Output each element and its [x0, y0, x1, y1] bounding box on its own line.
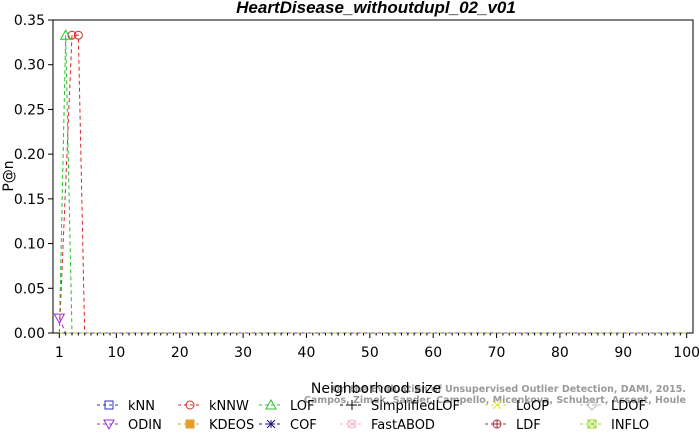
x-tick-label-70: 70	[488, 345, 506, 361]
y-tick-label-0.05: 0.05	[14, 281, 45, 297]
legend-label-knnw: kNNW	[209, 399, 249, 414]
chart-title: HeartDisease_withoutdupl_02_v01	[236, 0, 516, 17]
legend-marker-lof	[265, 398, 277, 410]
legend-marker-loop	[492, 400, 502, 410]
legend-item-kdeos: KDEOS	[178, 418, 254, 433]
legend-marker-knnw	[185, 400, 195, 410]
legend-label-inflo: INFLO	[611, 418, 649, 433]
series-layer	[53, 29, 687, 334]
legend-marker-ldof	[586, 399, 598, 411]
legend-label-simplifiedlof: SimplifiedLOF	[371, 399, 460, 414]
legend-item-knnw: kNNW	[178, 399, 249, 414]
plot-frame	[52, 19, 694, 334]
x-tick-label-1: 1	[55, 345, 64, 361]
legend-label-ldof: LDOF	[611, 399, 646, 414]
legend-marker-cof	[266, 419, 276, 429]
x-tick-label-40: 40	[298, 345, 316, 361]
point-knnw-2	[73, 30, 83, 40]
y-tick-label-0.15: 0.15	[14, 192, 45, 208]
y-tick-label-0.25: 0.25	[14, 102, 45, 118]
legend-label-kdeos: KDEOS	[209, 418, 254, 433]
point-odin-0	[53, 313, 66, 325]
legend-label-lof: LOF	[290, 399, 315, 414]
legend-marker-knn	[104, 400, 114, 410]
legend-label-cof: COF	[290, 418, 317, 433]
x-tick-label-60: 60	[424, 345, 442, 361]
x-tick-label-50: 50	[361, 345, 379, 361]
x-tick-label-80: 80	[551, 345, 569, 361]
watermark-line-2: On the Evaluation of Unsupervised Outlie…	[332, 384, 686, 395]
y-tick-label-0.35: 0.35	[14, 13, 45, 29]
legend: kNN kNNW LOF SimplifiedLOF LoOP LDOF ODIN KDEOS…	[97, 398, 649, 433]
y-axis: 0.00 0.05 0.10 0.15 0.20 0.25 0.30 0.35	[14, 13, 53, 342]
legend-marker-fastabod	[347, 419, 357, 429]
series-line-knnw	[58, 34, 687, 334]
legend-item-ldf: LDF	[485, 418, 541, 433]
legend-label-knn: kNN	[128, 399, 155, 414]
x-tick-label-30: 30	[234, 345, 252, 361]
legend-marker-ldf	[492, 419, 502, 429]
legend-item-cof: COF	[259, 418, 317, 433]
y-tick-label-0.20: 0.20	[14, 147, 45, 163]
x-tick-label-100: 100	[673, 345, 699, 361]
point-lof-1	[59, 29, 72, 40]
x-axis: 1 10 20 30 40 50 60 70 80 90 100	[55, 333, 699, 361]
legend-marker-kdeos	[185, 419, 195, 429]
series-lof	[58, 29, 687, 334]
legend-item-lof: LOF	[259, 398, 315, 414]
series-line-lof	[58, 35, 687, 334]
series-line-odin	[58, 317, 687, 334]
y-axis-label: P@n	[1, 160, 17, 191]
legend-item-ldof: LDOF	[580, 399, 646, 414]
legend-label-odin: ODIN	[128, 418, 162, 433]
x-tick-label-90: 90	[614, 345, 632, 361]
legend-label-loop: LoOP	[516, 399, 549, 414]
legend-item-loop: LoOP	[485, 399, 549, 414]
legend-item-simplifiedlof: SimplifiedLOF	[340, 399, 460, 414]
x-axis-label: Neighborhood size	[311, 381, 441, 397]
x-tick-label-20: 20	[171, 345, 189, 361]
watermark-line-1: Campos, Zimek, Sander, Campello, Micenko…	[304, 395, 686, 406]
legend-label-fastabod: FastABOD	[371, 418, 435, 433]
y-tick-label-0.30: 0.30	[14, 58, 45, 74]
legend-item-inflo: INFLO	[580, 418, 649, 433]
y-tick-label-0.00: 0.00	[14, 326, 45, 342]
x-tick-label-10: 10	[107, 345, 125, 361]
legend-marker-simplifiedlof	[347, 400, 357, 410]
series-odin	[53, 313, 687, 334]
legend-marker-odin	[103, 419, 115, 431]
legend-item-fastabod: FastABOD	[340, 418, 435, 433]
legend-marker-inflo	[587, 419, 597, 429]
legend-item-odin: ODIN	[97, 418, 162, 433]
legend-label-ldf: LDF	[516, 418, 541, 433]
series-knnw	[58, 30, 687, 334]
legend-item-knn: kNN	[97, 399, 155, 414]
y-tick-label-0.10: 0.10	[14, 237, 45, 253]
